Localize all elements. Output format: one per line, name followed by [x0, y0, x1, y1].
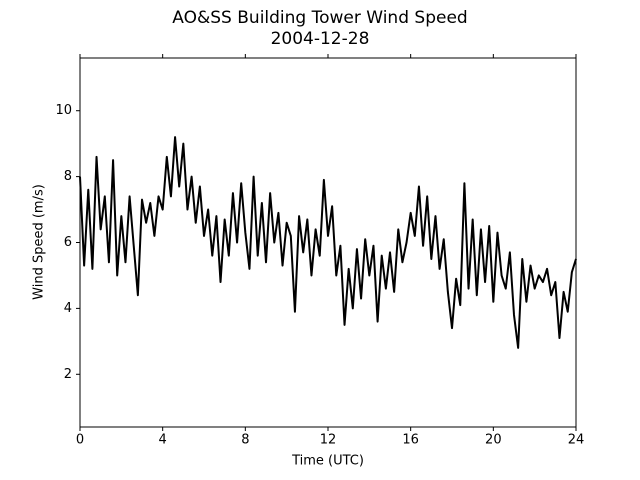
- x-tick-label: 8: [241, 433, 249, 448]
- y-tick-label: 2: [64, 367, 72, 382]
- data-line: [79, 136, 577, 349]
- y-tick-label: 4: [64, 301, 72, 316]
- chart-title: AO&SS Building Tower Wind Speed: [172, 8, 467, 28]
- y-tick-label: 6: [64, 235, 72, 250]
- x-tick-label: 4: [159, 433, 167, 448]
- x-tick-label: 24: [568, 433, 585, 448]
- y-tick-label: 10: [55, 103, 72, 118]
- x-tick-label: 20: [485, 433, 502, 448]
- x-axis-label: Time (UTC): [291, 454, 364, 469]
- y-tick-label: 8: [64, 169, 72, 184]
- y-axis-label: Wind Speed (m/s): [32, 184, 47, 300]
- x-tick-label: 0: [76, 433, 84, 448]
- x-tick-label: 12: [320, 433, 337, 448]
- x-tick-label: 16: [402, 433, 419, 448]
- plot-frame: [79, 57, 577, 428]
- chart-subtitle: 2004-12-28: [271, 29, 370, 49]
